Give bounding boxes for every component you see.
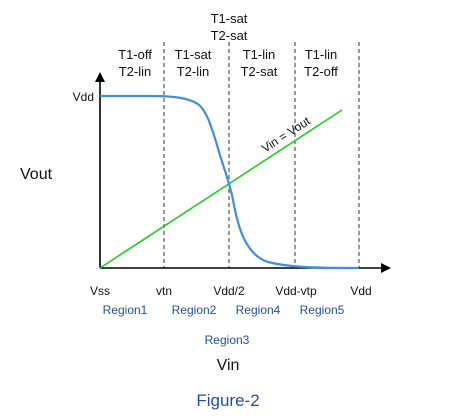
y-axis-label: Vout	[20, 166, 53, 183]
x-tick-vdd-vtp: Vdd-vtp	[275, 284, 317, 298]
region5-t2-state: T2-off	[304, 64, 338, 79]
region5-t1-state: T1-lin	[305, 47, 338, 62]
region2-t2-state: T2-lin	[177, 64, 210, 79]
vout-transfer-curve	[100, 94, 360, 270]
x-tick-vss: Vss	[90, 284, 110, 298]
region1-label: Region1	[103, 303, 148, 317]
region2-label: Region2	[172, 303, 217, 317]
top-state-line2: T2-sat	[211, 28, 248, 43]
x-tick-vdd: Vdd	[350, 284, 371, 298]
region5-label: Region5	[300, 303, 345, 317]
vin-equals-vout-line	[99, 109, 343, 269]
x-tick-vdd-half: Vdd/2	[213, 284, 245, 298]
figure-caption: Figure-2	[196, 391, 259, 410]
x-axis-label: Vin	[217, 357, 240, 374]
region1-t1-state: T1-off	[118, 47, 152, 62]
top-state-line1: T1-sat	[211, 11, 248, 26]
region4-t1-state: T1-lin	[243, 47, 276, 62]
x-tick-vtn: vtn	[156, 284, 172, 298]
region4-t2-state: T2-sat	[241, 64, 278, 79]
region1-t2-state: T2-lin	[119, 64, 152, 79]
region3-label: Region3	[205, 333, 250, 347]
region2-t1-state: T1-sat	[175, 47, 212, 62]
y-tick-vdd: Vdd	[73, 90, 94, 104]
region4-label: Region4	[236, 303, 281, 317]
